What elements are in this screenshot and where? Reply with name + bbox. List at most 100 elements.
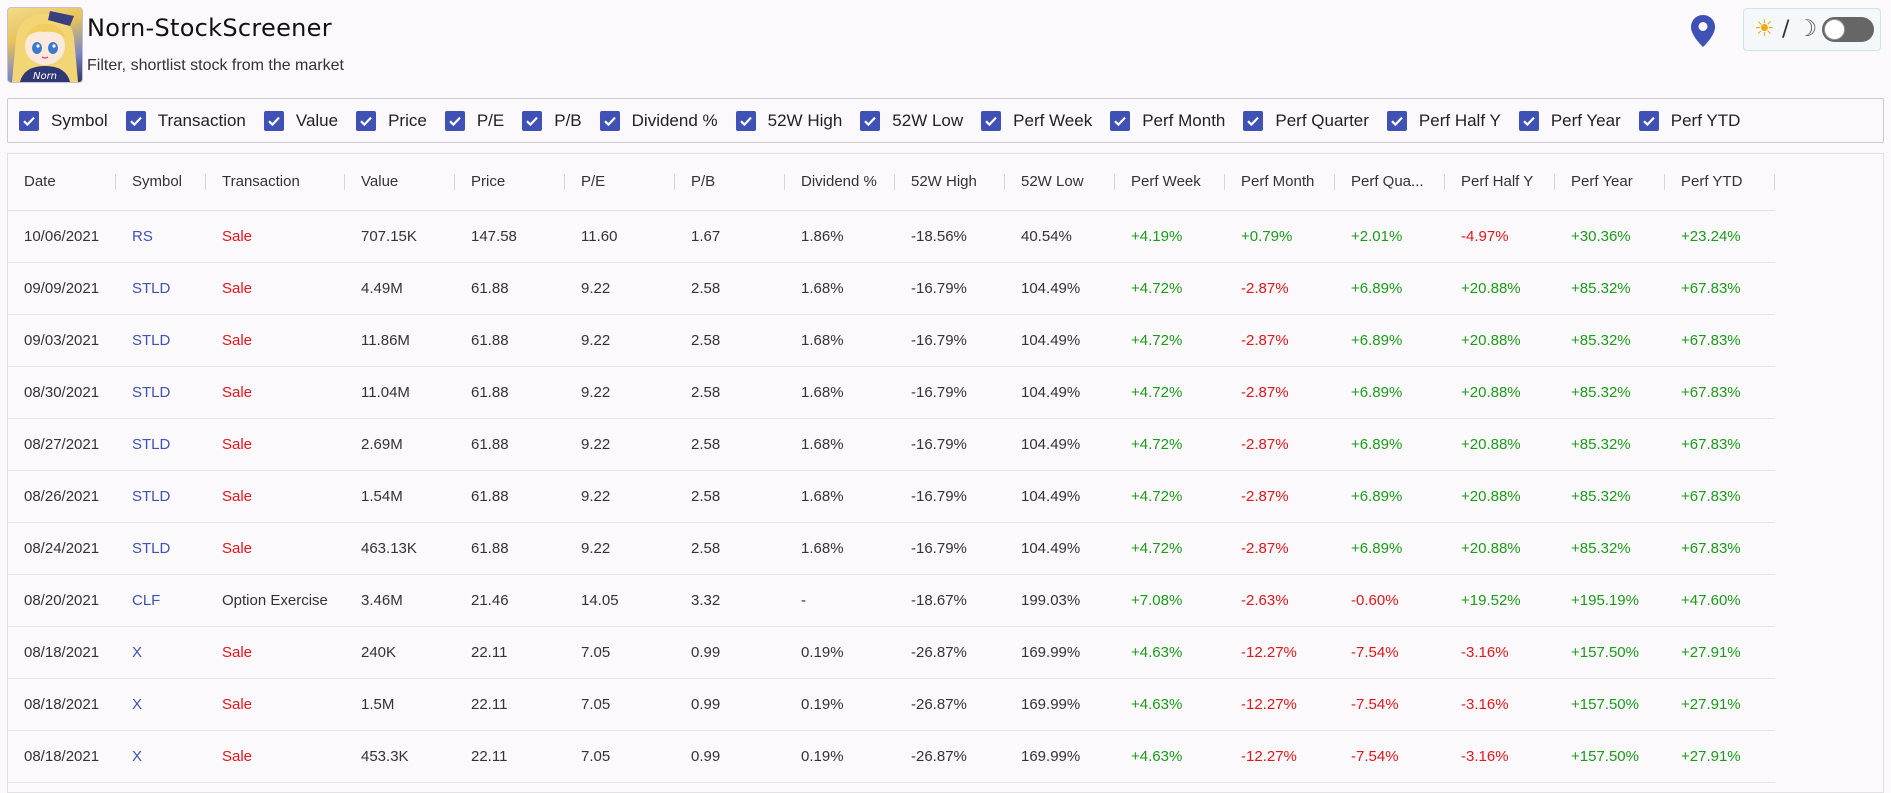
checkbox-dividend[interactable]: [599, 110, 620, 131]
table-cell[interactable]: X: [116, 730, 206, 783]
column-separator[interactable]: [894, 174, 895, 190]
table-cell: 3.32: [675, 574, 785, 627]
column-separator[interactable]: [784, 174, 785, 190]
checkbox-value[interactable]: [263, 110, 284, 131]
column-separator[interactable]: [1444, 174, 1445, 190]
column-header[interactable]: P/E: [565, 154, 675, 211]
checkbox-p-e[interactable]: [444, 110, 465, 131]
table-cell[interactable]: STLD: [116, 366, 206, 419]
checkbox-perf-ytd[interactable]: [1638, 110, 1659, 131]
filter-perf-ytd[interactable]: Perf YTD: [1638, 110, 1740, 131]
table-cell: +20.88%: [1445, 314, 1555, 367]
table-row[interactable]: 08/18/2021 X Sale 1.5M 22.11 7.05 0.99 0.19% -26…: [8, 678, 1775, 731]
table-cell[interactable]: CLF: [116, 574, 206, 627]
location-pin-icon[interactable]: [1690, 14, 1716, 48]
filter-p-e[interactable]: P/E: [444, 110, 504, 131]
table-row[interactable]: 08/18/2021 X Sale 240K 22.11 7.05 0.99 0.19% -26…: [8, 626, 1775, 679]
checkbox-p-b[interactable]: [522, 110, 543, 131]
table-cell: 09/03/2021: [8, 314, 116, 367]
column-header[interactable]: Value: [345, 154, 455, 211]
checkbox-perf-year[interactable]: [1518, 110, 1539, 131]
column-header[interactable]: P/B: [675, 154, 785, 211]
column-separator[interactable]: [1554, 174, 1555, 190]
table-cell: +20.88%: [1445, 366, 1555, 419]
column-header[interactable]: Perf Half Y: [1445, 154, 1555, 211]
column-separator[interactable]: [454, 174, 455, 190]
filter-symbol[interactable]: Symbol: [19, 110, 108, 131]
table-cell: +4.72%: [1115, 418, 1225, 471]
column-header[interactable]: Date: [8, 154, 116, 211]
column-separator[interactable]: [344, 174, 345, 190]
column-header[interactable]: Perf Year: [1555, 154, 1665, 211]
table-row[interactable]: 08/24/2021 STLD Sale 463.13K 61.88 9.22 2.58 1.…: [8, 522, 1775, 575]
column-separator[interactable]: [1114, 174, 1115, 190]
table-row[interactable]: 08/27/2021 STLD Sale 2.69M 61.88 9.22 2.58 1.68…: [8, 418, 1775, 471]
filter-dividend[interactable]: Dividend %: [599, 110, 718, 131]
column-separator[interactable]: [1334, 174, 1335, 190]
table-row[interactable]: 08/26/2021 STLD Sale 1.54M 61.88 9.22 2.58 1.68…: [8, 470, 1775, 523]
checkbox-symbol[interactable]: [19, 110, 39, 131]
column-separator[interactable]: [115, 174, 116, 190]
table-row[interactable]: 08/20/2021 CLF Option Exercise 3.46M 21.46 14…: [8, 574, 1775, 627]
filter-perf-month[interactable]: Perf Month: [1110, 110, 1225, 131]
checkbox-52w-high[interactable]: [735, 110, 756, 131]
table-cell[interactable]: X: [116, 626, 206, 679]
table-cell: 2.58: [675, 418, 785, 471]
table-row[interactable]: 08/18/2021 X Sale 453.3K 22.11 7.05 0.99 0.19% -…: [8, 730, 1775, 783]
column-separator[interactable]: [674, 174, 675, 190]
filter-label: P/B: [554, 110, 582, 130]
checkbox-perf-half-y[interactable]: [1386, 110, 1407, 131]
column-header[interactable]: Transaction: [206, 154, 345, 211]
filter-transaction[interactable]: Transaction: [125, 110, 246, 131]
checkbox-perf-quarter[interactable]: [1243, 110, 1264, 131]
filter-p-b[interactable]: P/B: [522, 110, 582, 131]
filter-perf-year[interactable]: Perf Year: [1518, 110, 1621, 131]
table-cell[interactable]: STLD: [116, 418, 206, 471]
table-cell[interactable]: RS: [116, 210, 206, 263]
column-separator[interactable]: [205, 174, 206, 190]
column-header[interactable]: Perf Week: [1115, 154, 1225, 211]
column-header[interactable]: Dividend %: [785, 154, 895, 211]
filter-value[interactable]: Value: [263, 110, 338, 131]
filter-perf-week[interactable]: Perf Week: [981, 110, 1092, 131]
checkbox-52w-low[interactable]: [860, 110, 881, 131]
filter-perf-quarter[interactable]: Perf Quarter: [1243, 110, 1369, 131]
table-row[interactable]: 08/30/2021 STLD Sale 11.04M 61.88 9.22 2.58 1.6…: [8, 366, 1775, 419]
table-cell: 1.68%: [785, 418, 895, 471]
table-cell: 08/26/2021: [8, 470, 116, 523]
checkbox-perf-month[interactable]: [1110, 110, 1131, 131]
column-separator[interactable]: [1224, 174, 1225, 190]
filter-perf-half-y[interactable]: Perf Half Y: [1386, 110, 1501, 131]
column-header[interactable]: Perf Qua...: [1335, 154, 1445, 211]
filter-price[interactable]: Price: [356, 110, 427, 131]
checkbox-perf-week[interactable]: [981, 110, 1002, 131]
table-cell[interactable]: STLD: [116, 470, 206, 523]
theme-switch[interactable]: [1822, 17, 1874, 42]
table-cell[interactable]: STLD: [116, 262, 206, 315]
table-cell[interactable]: STLD: [116, 314, 206, 367]
column-separator[interactable]: [1664, 174, 1665, 190]
table-cell[interactable]: X: [116, 678, 206, 731]
filter-52w-low[interactable]: 52W Low: [860, 110, 963, 131]
table-row[interactable]: 09/03/2021 STLD Sale 11.86M 61.88 9.22 2.58 1.6…: [8, 314, 1775, 367]
column-separator[interactable]: [1004, 174, 1005, 190]
column-header-label: 52W Low: [1021, 173, 1084, 191]
checkbox-price[interactable]: [356, 110, 377, 131]
column-header[interactable]: 52W High: [895, 154, 1005, 211]
column-separator[interactable]: [564, 174, 565, 190]
table-row[interactable]: 09/09/2021 STLD Sale 4.49M 61.88 9.22 2.58 1.68…: [8, 262, 1775, 315]
column-header[interactable]: Perf YTD: [1665, 154, 1775, 211]
column-separator[interactable]: [1774, 174, 1775, 190]
checkbox-transaction[interactable]: [125, 110, 146, 131]
column-header[interactable]: Symbol: [116, 154, 206, 211]
column-header[interactable]: 52W Low: [1005, 154, 1115, 211]
filter-52w-high[interactable]: 52W High: [735, 110, 842, 131]
column-header[interactable]: Perf Month: [1225, 154, 1335, 211]
table-cell: -3.16%: [1445, 730, 1555, 783]
column-header[interactable]: Price: [455, 154, 565, 211]
table-cell[interactable]: STLD: [116, 522, 206, 575]
table-cell: 1.68%: [785, 522, 895, 575]
theme-switch-knob[interactable]: [1824, 19, 1845, 40]
table-cell: -26.87%: [895, 626, 1005, 679]
table-row[interactable]: 10/06/2021 RS Sale 707.15K 147.58 11.60 1.67 1.…: [8, 210, 1775, 263]
